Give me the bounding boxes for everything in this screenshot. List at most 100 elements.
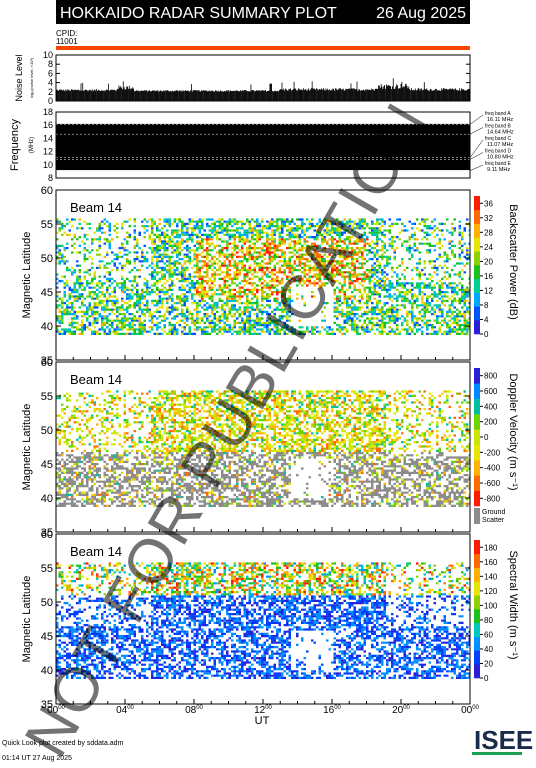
width-beam-label: Beam 14 [70, 544, 122, 559]
frequency-legend-leader [469, 114, 484, 125]
noise-frame [55, 54, 471, 102]
frequency-legend-value: 9.11 MHz [487, 167, 510, 173]
cpid-value: 11001 [56, 37, 78, 46]
power-colorbar-segment [474, 278, 480, 293]
width-cells-2b1fd6 [56, 595, 470, 679]
velocity-colorbar-tick-label: 800 [484, 372, 498, 381]
frequency-ytick-label: 12 [43, 147, 53, 157]
x-axis-label: UT [255, 715, 270, 727]
noise-ytick-label: 4 [48, 78, 53, 88]
velocity-ytick-label: 50 [41, 425, 53, 437]
noise-ytick-label: 6 [48, 68, 53, 78]
width-cells-8ed100 [58, 562, 469, 596]
plot-title: HOKKAIDO RADAR SUMMARY PLOT [60, 5, 337, 22]
velocity-colorbar-tick-label: 200 [484, 418, 498, 427]
power-colorbar-tick-label: 0 [484, 330, 489, 339]
width-xticks [55, 699, 471, 704]
width-cells-0040ff [56, 595, 470, 679]
power-cells-ff6a00 [196, 238, 369, 300]
velocity-colorbar-tick-label: -400 [484, 464, 501, 473]
x-tick-label: 0000 [461, 705, 479, 716]
frequency-legend-band: freq band A [485, 111, 511, 117]
width-colorbar-tick-label: 20 [484, 659, 493, 668]
velocity-colorbar-tick-label: 600 [484, 387, 498, 396]
ground-scatter-swatch [474, 508, 480, 524]
velocity-cells-e6e600 [56, 390, 470, 507]
power-data-cells [56, 218, 470, 335]
width-colorbar-segment [474, 553, 480, 568]
isee-logo-text: ISEE [474, 725, 533, 755]
power-colorbar-segment [474, 251, 480, 266]
cpid-label: CPID: [56, 29, 77, 38]
noise-bar-trace [55, 78, 470, 101]
width-cells-1cc21c [58, 562, 466, 596]
x-tick-label: 0000 [47, 705, 65, 716]
width-colorbar-tick-label: 120 [484, 587, 498, 596]
width-colorbar-tick-label: 140 [484, 572, 498, 581]
frequency-band-lines [56, 124, 470, 171]
header-bar [56, 0, 470, 24]
power-colorbar: 0 4 8 12 16 20 24 28 32 36 [474, 196, 493, 339]
width-colorbar-segment [474, 609, 480, 624]
width-colorbar-segment [474, 581, 480, 596]
noise-ylabel: Noise Level [14, 54, 24, 101]
velocity-ytick-label: 60 [41, 357, 53, 369]
frequency-legend-band: freq band C [485, 136, 512, 142]
frequency-frame [55, 111, 471, 179]
velocity-data-cells [56, 390, 470, 507]
power-ytick-label: 35 [41, 355, 53, 367]
velocity-colorbar-segment [474, 383, 480, 399]
width-data-cells [56, 562, 470, 679]
width-colorbar-segment [474, 595, 480, 610]
power-ytick-label: 40 [41, 321, 53, 333]
width-colorbar-tick-label: 180 [484, 543, 498, 552]
width-ytick-label: 60 [41, 529, 53, 541]
velocity-colorbar-tick-label: -800 [484, 494, 501, 503]
power-colorbar-tick-label: 28 [484, 228, 493, 237]
frequency-ytick-label: 18 [43, 107, 53, 117]
velocity-colorbar-tick-label: -600 [484, 479, 501, 488]
frequency-legend-band: freq band E [485, 161, 512, 167]
noise-ylabel-sub: log₁₀(noise level, ×10¹) [29, 57, 34, 98]
noise-ytick-label: 2 [48, 87, 53, 97]
power-colorbar-tick-label: 32 [484, 214, 493, 223]
power-colorbar-segment [474, 237, 480, 252]
width-colorbar-segment [474, 540, 480, 555]
frequency-legend-leader [469, 152, 484, 160]
x-tick-label: 0400 [116, 705, 134, 716]
velocity-colorbar-tick-label: 400 [484, 402, 498, 411]
width-colorbar-tick-label: 0 [484, 674, 489, 683]
power-cells-e6e600 [56, 218, 470, 335]
velocity-colorbar-segment [474, 490, 480, 507]
frequency-legend-value: 11.07 MHz [487, 142, 513, 148]
x-tick-label: 1600 [323, 705, 341, 716]
power-ylabel: Magnetic Latitude [21, 232, 33, 319]
power-ytick-label: 60 [41, 185, 53, 197]
power-colorbar-tick-label: 36 [484, 199, 493, 208]
velocity-colorbar-label: Doppler Velocity (m s⁻¹) [507, 373, 519, 490]
power-colorbar-segment [474, 196, 480, 211]
velocity-colorbar-segment [474, 398, 480, 415]
power-ytick-label: 50 [41, 253, 53, 265]
width-colorbar-tick-label: 80 [484, 616, 493, 625]
width-colorbar-tick-label: 40 [484, 645, 493, 654]
footer-timestamp: 01:14 UT 27 Aug 2025 [2, 755, 72, 762]
width-cells-e6e600 [56, 562, 464, 596]
velocity-cells-6ed400 [56, 390, 470, 507]
cpid-bar [56, 46, 470, 50]
noise-ytick-label: 8 [48, 59, 53, 69]
footer-credit: Quick Look plot created by sddata.adm [2, 740, 124, 747]
power-ytick-label: 45 [41, 287, 53, 299]
power-cells-0052ff [56, 218, 470, 335]
power-colorbar-tick-label: 20 [484, 257, 493, 266]
width-ytick-label: 55 [41, 563, 53, 575]
plot-date: 26 Aug 2025 [376, 5, 466, 22]
frequency-legend-value: 14.64 MHz [487, 130, 514, 136]
velocity-ytick-label: 55 [41, 391, 53, 403]
frequency-legend-band: freq band D [485, 149, 512, 155]
power-colorbar-tick-label: 12 [484, 286, 493, 295]
